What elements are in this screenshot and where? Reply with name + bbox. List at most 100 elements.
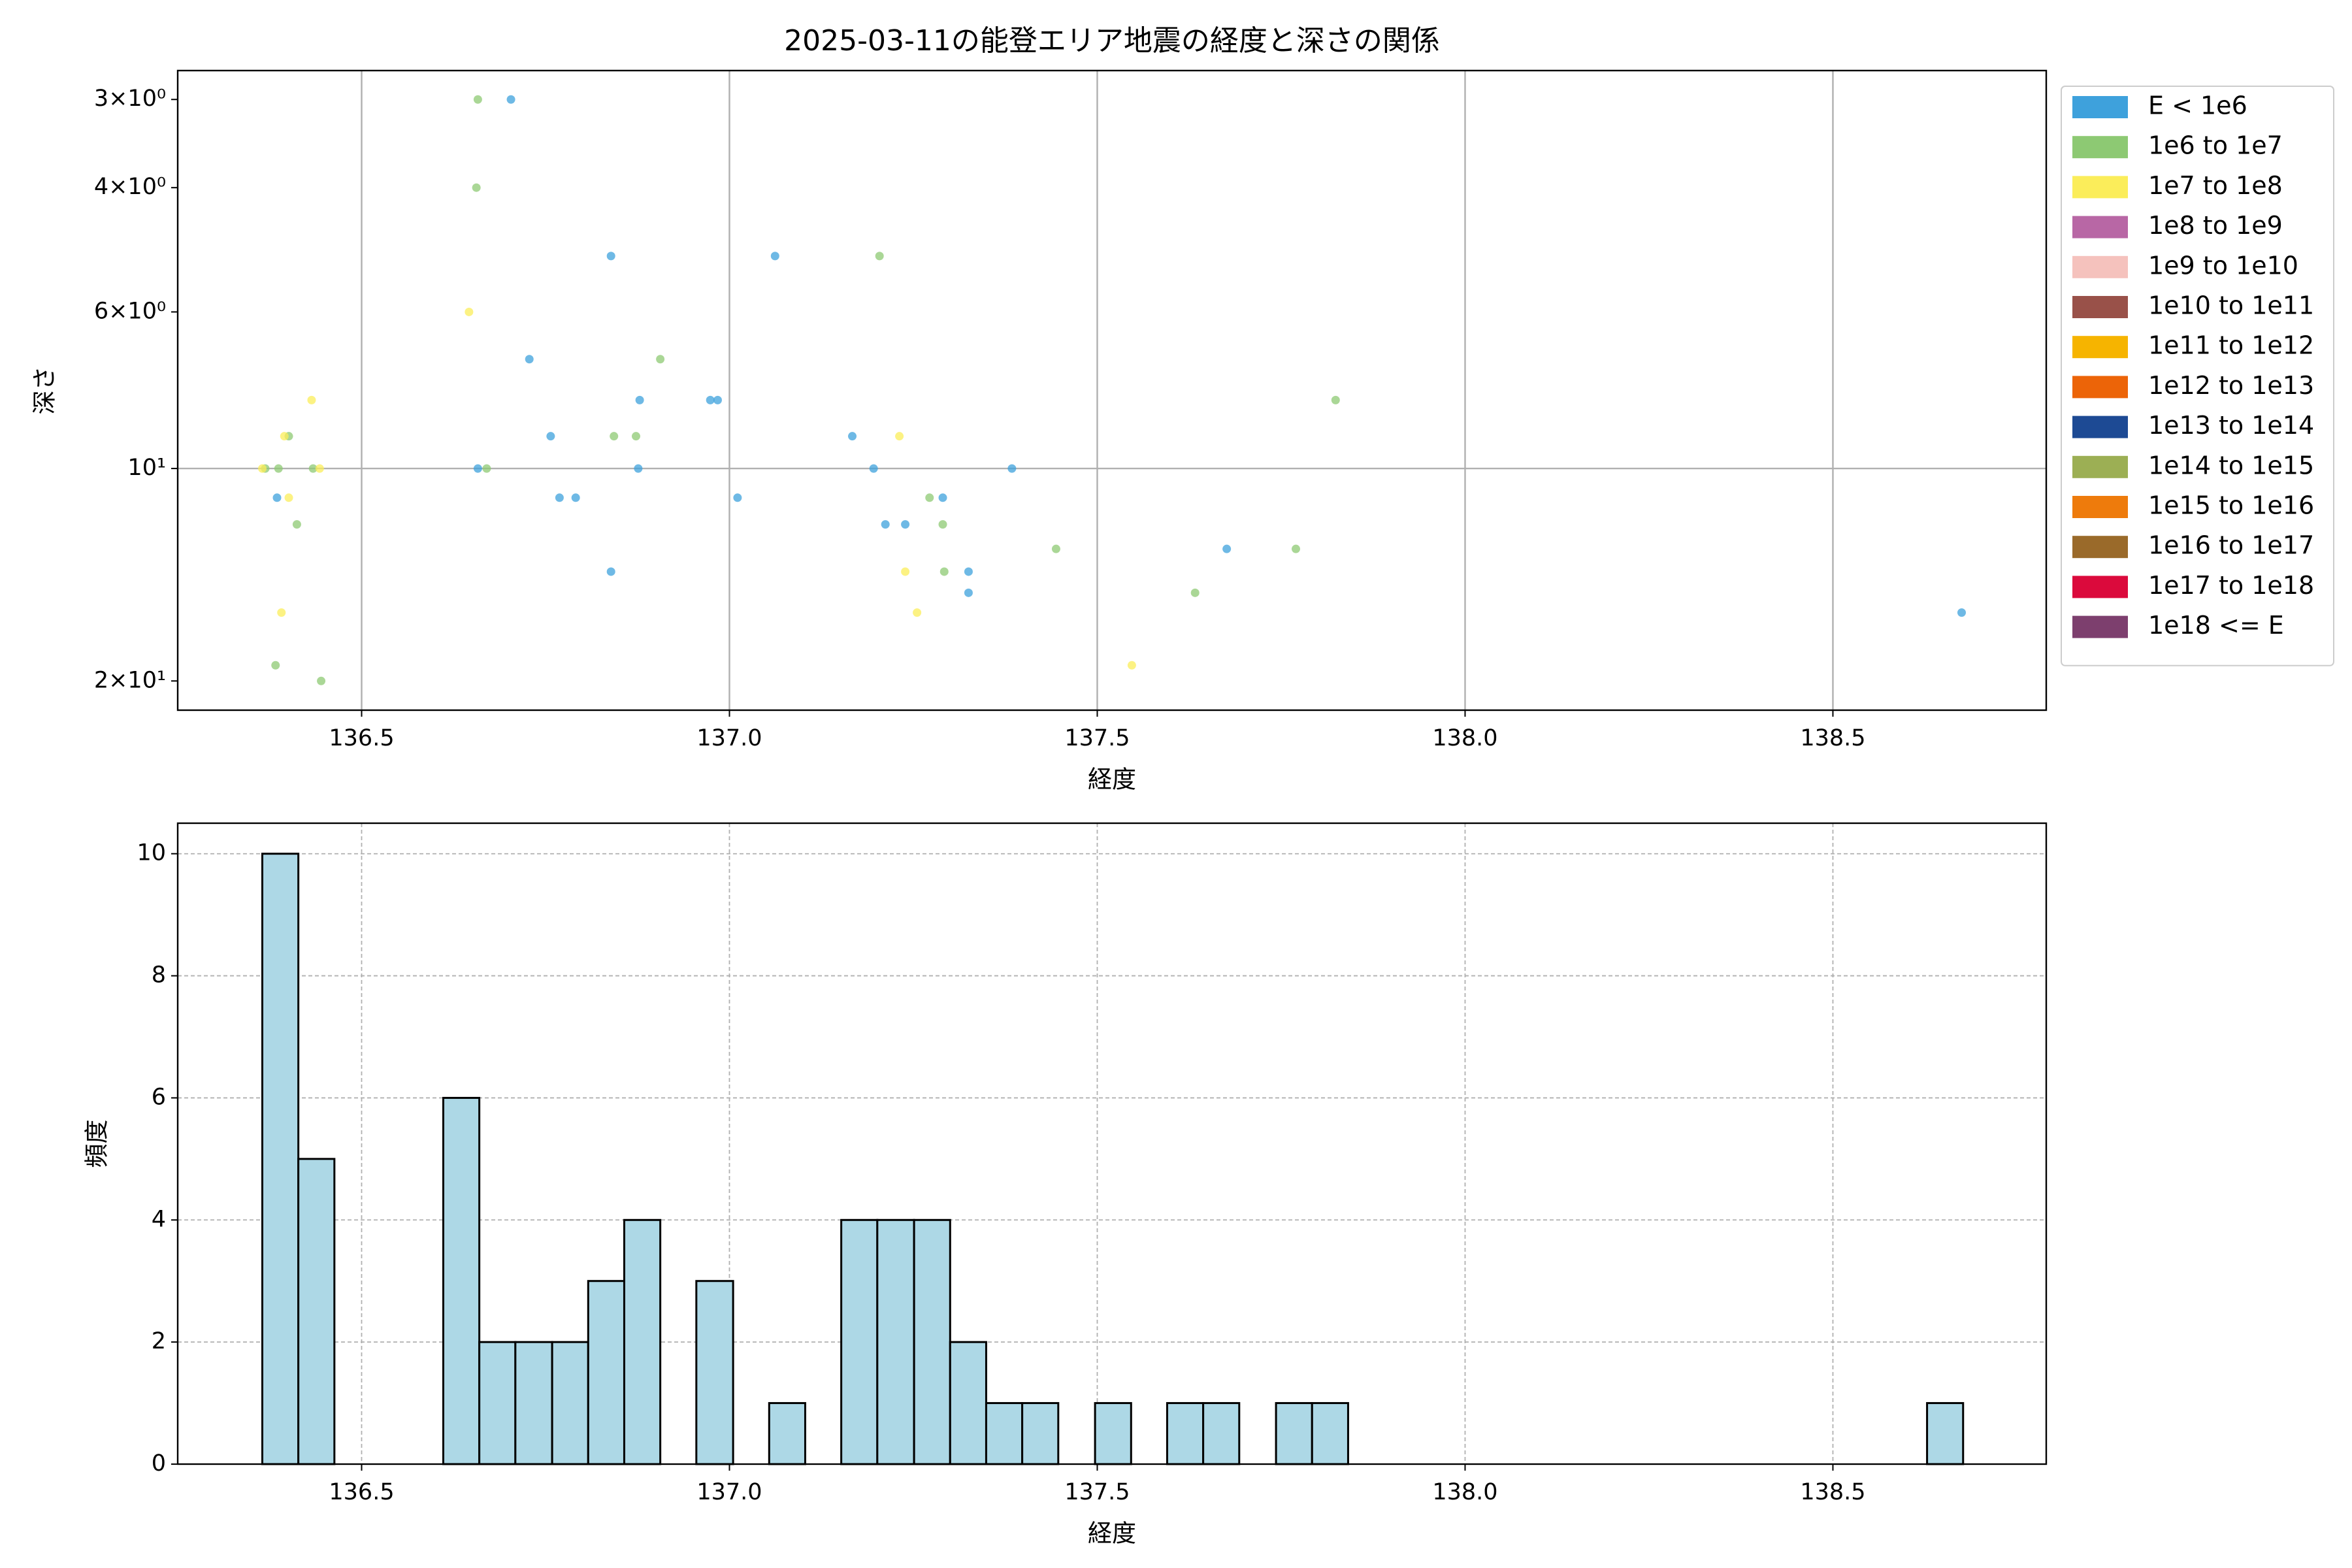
scatter-point [317, 676, 326, 685]
legend-label: 1e6 to 1e7 [2148, 131, 2283, 160]
scatter-point [706, 395, 715, 404]
scatter-point [770, 252, 779, 261]
scatter-point [901, 567, 910, 576]
legend-label: 1e7 to 1e8 [2148, 171, 2283, 200]
x-axis-label: 経度 [1088, 766, 1136, 794]
histogram-bar [913, 1218, 951, 1465]
histogram-bar [840, 1218, 879, 1465]
histogram-bar [1926, 1402, 1965, 1465]
histogram-bar [985, 1402, 1024, 1465]
scatter-point [713, 395, 722, 404]
x-tick-label: 137.5 [1064, 725, 1130, 751]
scatter-point [881, 520, 890, 529]
x-tick-label: 138.0 [1432, 1479, 1497, 1505]
scatter-point [555, 493, 564, 502]
scatter-point [635, 395, 644, 404]
scatter-point [1127, 661, 1136, 670]
scatter-point [964, 567, 973, 576]
histogram-bar [442, 1096, 481, 1465]
scatter-point [1051, 544, 1060, 553]
histogram-bar [1275, 1402, 1313, 1465]
scatter-point [938, 493, 947, 502]
y-tick-label: 4 [152, 1206, 166, 1232]
scatter-point [308, 464, 318, 473]
scatter-point [848, 432, 857, 441]
x-tick-label: 138.5 [1800, 725, 1865, 751]
scatter-point [1190, 588, 1200, 597]
histogram-bar [1202, 1402, 1241, 1465]
x-tick-label: 137.0 [696, 1479, 762, 1505]
axes-frame [176, 822, 2048, 1465]
scatter-point [901, 520, 910, 529]
legend: E < 1e6 1e6 to 1e7 1e7 to 1e8 1e8 to 1e9 1e9… [2061, 86, 2334, 666]
legend-swatch [2072, 376, 2128, 399]
scatter-point [307, 395, 316, 404]
legend-swatch [2072, 296, 2128, 318]
legend-label: 1e17 to 1e18 [2148, 571, 2314, 600]
legend-swatch [2072, 455, 2128, 478]
scatter-point [610, 432, 619, 441]
legend-swatch [2072, 216, 2128, 238]
legend-swatch [2072, 176, 2128, 199]
plot-area [257, 95, 1967, 685]
histogram-bar [551, 1341, 589, 1465]
scatter-point [1957, 608, 1967, 617]
legend-swatch [2072, 255, 2128, 278]
legend-label: 1e14 to 1e15 [2148, 451, 2314, 480]
scatter-point [473, 95, 482, 104]
scatter-point [606, 567, 615, 576]
legend-label: 1e15 to 1e16 [2148, 491, 2314, 520]
y-tick-label: 0 [152, 1450, 166, 1477]
histogram-bar [1094, 1402, 1132, 1465]
scatter-point [506, 95, 515, 104]
legend-label: 1e13 to 1e14 [2148, 411, 2314, 440]
scatter-point [292, 520, 301, 529]
histogram-bar [261, 853, 300, 1465]
scatter-point [315, 464, 324, 473]
y-tick-label: 6 [152, 1084, 166, 1110]
histogram-bar [876, 1218, 915, 1465]
scatter-point [656, 355, 665, 364]
histogram-bar [587, 1280, 625, 1465]
y-tick-label: 4×10⁰ [94, 174, 166, 200]
x-tick-label: 137.5 [1064, 1479, 1130, 1505]
histogram-bar [1166, 1402, 1205, 1465]
x-tick-label: 138.0 [1432, 725, 1497, 751]
x-tick-label: 138.5 [1800, 1479, 1865, 1505]
scatter-point [1007, 464, 1017, 473]
scatter-point [482, 464, 491, 473]
scatter-point [1331, 395, 1340, 404]
x-tick-label: 136.5 [329, 725, 394, 751]
histogram-bar [1311, 1402, 1349, 1465]
legend-swatch [2072, 336, 2128, 359]
scatter-point [571, 493, 580, 502]
histogram-bar [1021, 1402, 1060, 1465]
scatter-point [634, 464, 643, 473]
y-axis-label: 深さ [31, 367, 59, 415]
scatter-point [869, 464, 878, 473]
scatter-point [631, 432, 640, 441]
scatter-point [272, 493, 282, 502]
axes-frame [176, 69, 2048, 711]
legend-label: 1e9 to 1e10 [2148, 251, 2298, 280]
scatter-point [257, 464, 267, 473]
histogram-bar [623, 1218, 662, 1465]
scatter-point [964, 588, 973, 597]
x-tick-label: 136.5 [329, 1479, 394, 1505]
scatter-point [277, 608, 286, 617]
histogram-bar [514, 1341, 553, 1465]
y-tick-label: 10 [137, 840, 166, 866]
y-tick-label: 8 [152, 962, 166, 988]
x-axis-label: 経度 [1088, 1520, 1136, 1548]
histogram-bar [695, 1280, 734, 1465]
legend-label: E < 1e6 [2148, 91, 2247, 120]
y-axis-label: 頻度 [83, 1120, 111, 1168]
legend-label: 1e16 to 1e17 [2148, 531, 2314, 560]
y-tick-label: 6×10⁰ [94, 298, 166, 324]
y-tick-label: 2 [152, 1328, 166, 1354]
legend-swatch [2072, 496, 2128, 518]
scatter-point [925, 493, 934, 502]
histogram-bar [478, 1341, 517, 1465]
